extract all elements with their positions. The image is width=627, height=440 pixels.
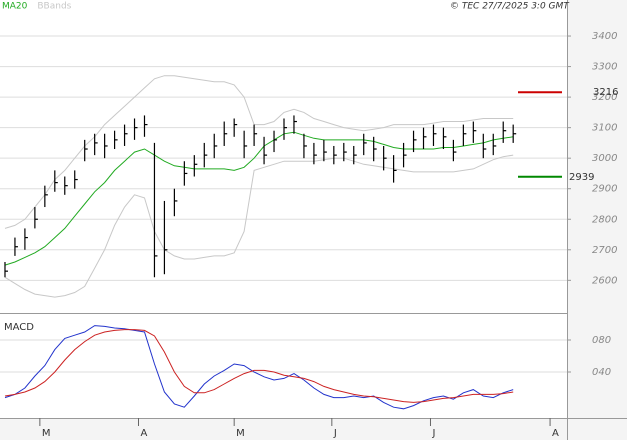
y-tick-label: 3100 bbox=[592, 123, 617, 134]
x-tick-label: M bbox=[236, 428, 245, 439]
y-tick-label: 040 bbox=[592, 367, 611, 378]
y-tick-label: 2900 bbox=[592, 184, 617, 195]
y-tick-label: 2800 bbox=[592, 214, 617, 225]
ma-line bbox=[4, 131, 514, 266]
y-tick-label: 2600 bbox=[592, 275, 617, 286]
macd-title: MACD bbox=[4, 322, 34, 333]
band-lower bbox=[4, 154, 514, 298]
legend-entry: MA20 bbox=[2, 2, 28, 12]
y-tick-label: 080 bbox=[592, 335, 611, 346]
y-tick-label: 3200 bbox=[592, 92, 617, 103]
x-tick-label: M bbox=[42, 428, 51, 439]
legend-entry: BBands bbox=[37, 2, 71, 12]
y-tick-label: 3400 bbox=[592, 31, 617, 42]
x-tick-label: J bbox=[431, 428, 435, 439]
y-tick-label: 3000 bbox=[592, 153, 617, 164]
macd-line bbox=[4, 329, 514, 403]
x-tick-label: A bbox=[141, 428, 148, 439]
level-label: 3216 bbox=[593, 87, 618, 98]
level-label: 2939 bbox=[569, 172, 594, 183]
y-tick-label: 2700 bbox=[592, 245, 617, 256]
x-axis-strip bbox=[0, 418, 567, 440]
axis-strip bbox=[567, 0, 627, 440]
x-tick-label: A bbox=[552, 428, 559, 439]
y-tick-label: 3300 bbox=[592, 62, 617, 73]
band-upper bbox=[4, 75, 514, 229]
macd-line bbox=[4, 325, 514, 410]
copyright: © TEC 27/7/2025 3:0 GMT bbox=[450, 2, 570, 12]
x-tick-label: J bbox=[333, 428, 337, 439]
